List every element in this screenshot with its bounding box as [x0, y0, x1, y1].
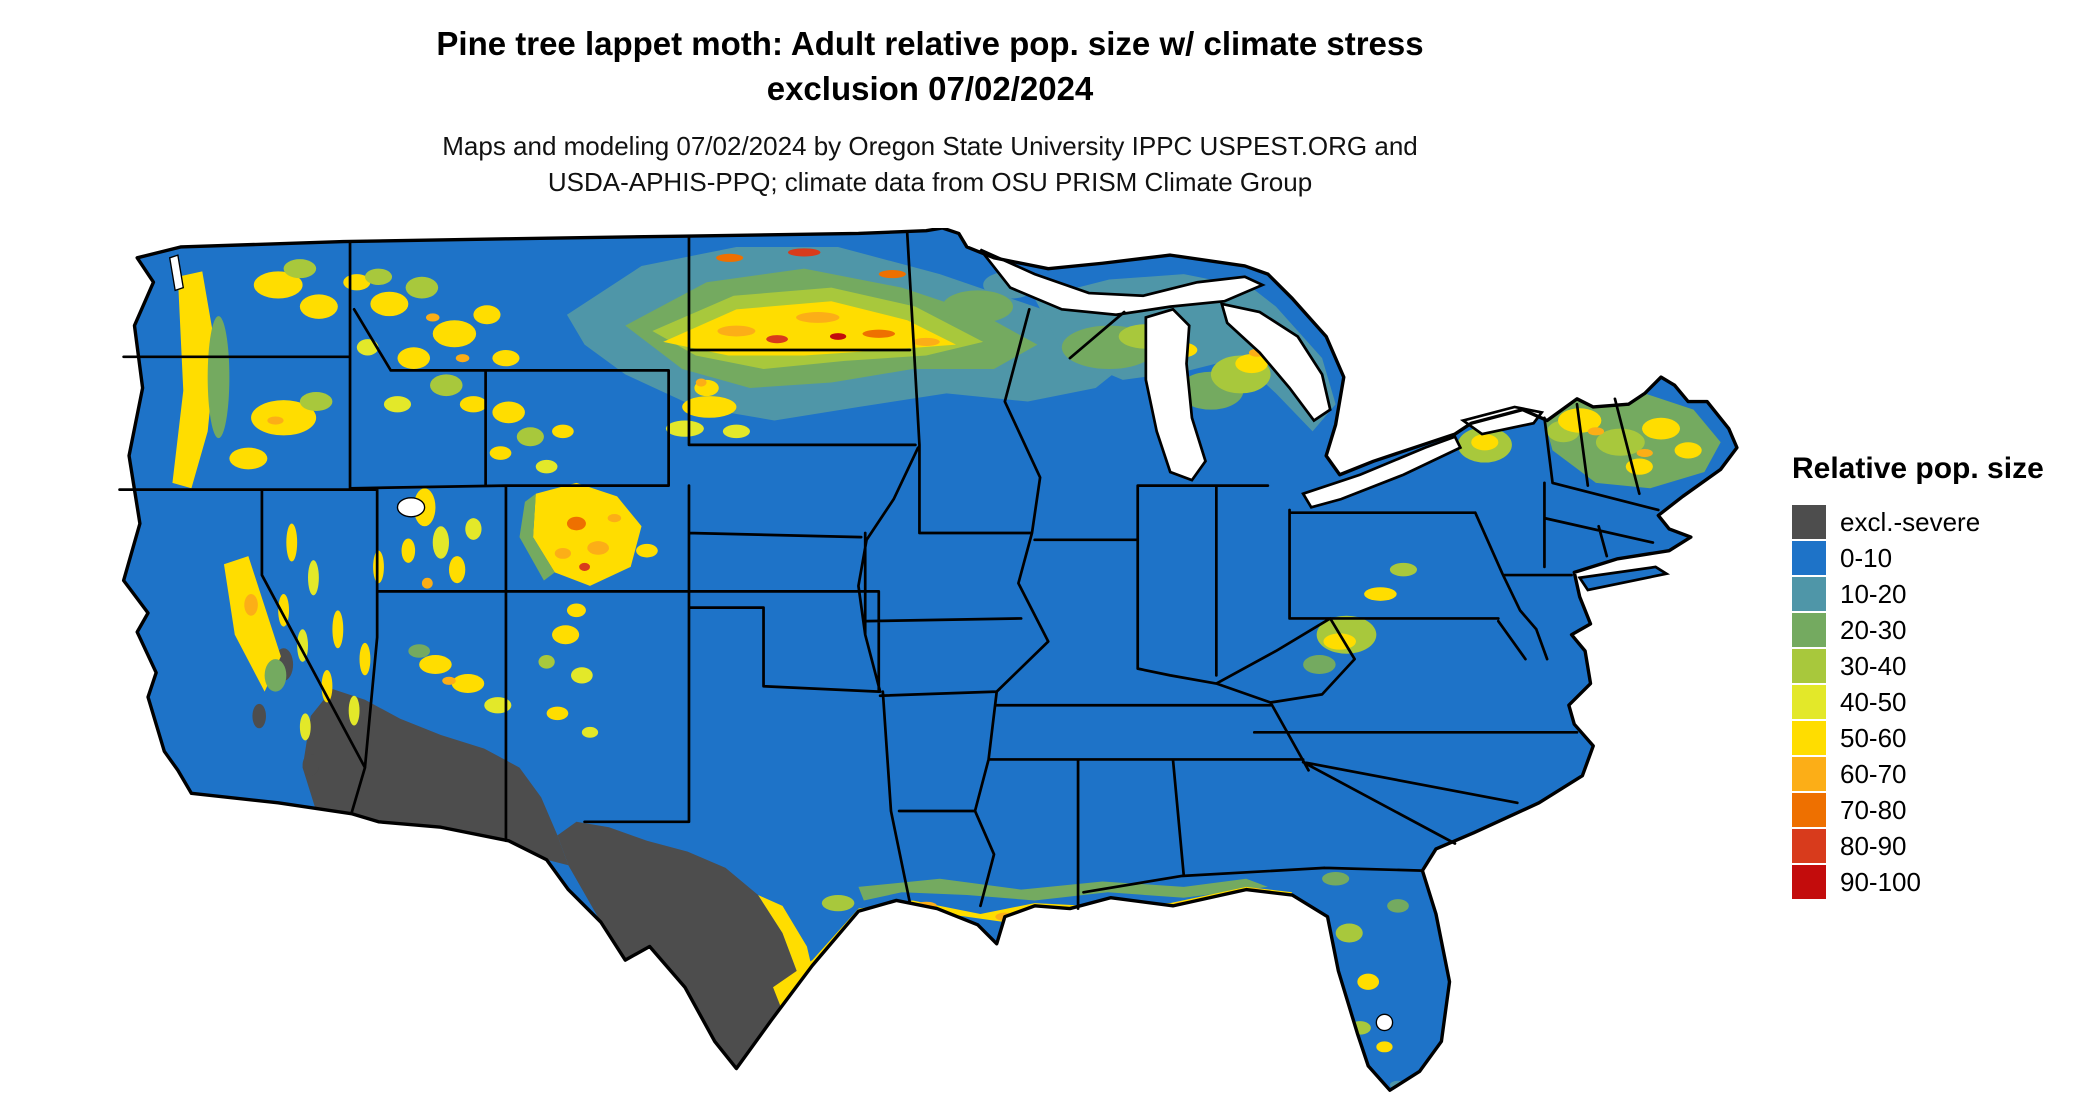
map-title-line1: Pine tree lappet moth: Adult relative po… [436, 25, 1424, 62]
lake-superior [979, 248, 1266, 317]
legend-swatch-70-80 [1792, 793, 1826, 827]
legend-swatch-50-60 [1792, 721, 1826, 755]
legend-item-label: 30-40 [1840, 650, 1907, 681]
lake-michigan [1144, 307, 1207, 482]
legend-item-label: 70-80 [1840, 794, 1907, 825]
lake-okeechobee [1375, 1013, 1394, 1032]
map-header: Pine tree lappet moth: Adult relative po… [0, 22, 1860, 201]
legend-item: 0-10 [1792, 540, 2044, 576]
legend-item: 70-80 [1792, 792, 2044, 828]
legend-item: 60-70 [1792, 756, 2044, 792]
legend-item: 30-40 [1792, 648, 2044, 684]
legend-item: 80-90 [1792, 828, 2044, 864]
legend-swatch-60-70 [1792, 757, 1826, 791]
us-map-svg [118, 228, 1739, 1092]
map-subtitle-line2: USDA-APHIS-PPQ; climate data from OSU PR… [547, 167, 1313, 198]
legend-item: 90-100 [1792, 864, 2044, 900]
legend-swatch-20-30 [1792, 613, 1826, 647]
great-lakes [168, 248, 1545, 1032]
legend-swatch-40-50 [1792, 685, 1826, 719]
legend-item: 50-60 [1792, 720, 2044, 756]
legend-swatch-30-40 [1792, 649, 1826, 683]
legend-item-label: excl.-severe [1840, 506, 1981, 537]
great-salt-lake [396, 497, 426, 518]
long-island [1577, 565, 1671, 592]
legend: Relative pop. size excl.-severe 0-10 10-… [1792, 452, 2044, 900]
legend-item-label: 20-30 [1840, 614, 1907, 645]
legend-item: 10-20 [1792, 576, 2044, 612]
legend-item: excl.-severe [1792, 504, 2044, 540]
legend-item-label: 60-70 [1840, 758, 1907, 789]
map-title: Pine tree lappet moth: Adult relative po… [0, 22, 1860, 112]
legend-item-label: 90-100 [1840, 866, 1921, 897]
lake-erie [1301, 435, 1463, 509]
legend-item-label: 80-90 [1840, 830, 1907, 861]
legend-item-label: 50-60 [1840, 722, 1907, 753]
map-subtitle: Maps and modeling 07/02/2024 by Oregon S… [0, 128, 1860, 201]
legend-item-label: 10-20 [1840, 578, 1907, 609]
us-population-map [88, 228, 1778, 1116]
state-borders [118, 232, 1660, 910]
us-outline [121, 228, 1739, 1092]
legend-item: 20-30 [1792, 612, 2044, 648]
puget-sound [168, 254, 185, 292]
lake-huron [1219, 302, 1332, 423]
legend-swatch-0-10 [1792, 541, 1826, 575]
legend-swatch-80-90 [1792, 829, 1826, 863]
legend-item: 40-50 [1792, 684, 2044, 720]
northern-band-region [566, 246, 1130, 439]
legend-item-label: 0-10 [1840, 542, 1893, 573]
legend-title: Relative pop. size [1792, 452, 2044, 485]
legend-swatch-10-20 [1792, 577, 1826, 611]
legend-item-label: 40-50 [1840, 686, 1907, 717]
map-title-line2: exclusion 07/02/2024 [766, 69, 1094, 107]
legend-swatch-excl-severe [1792, 505, 1826, 539]
legend-swatch-90-100 [1792, 865, 1826, 899]
map-subtitle-line1: Maps and modeling 07/02/2024 by Oregon S… [442, 130, 1418, 161]
